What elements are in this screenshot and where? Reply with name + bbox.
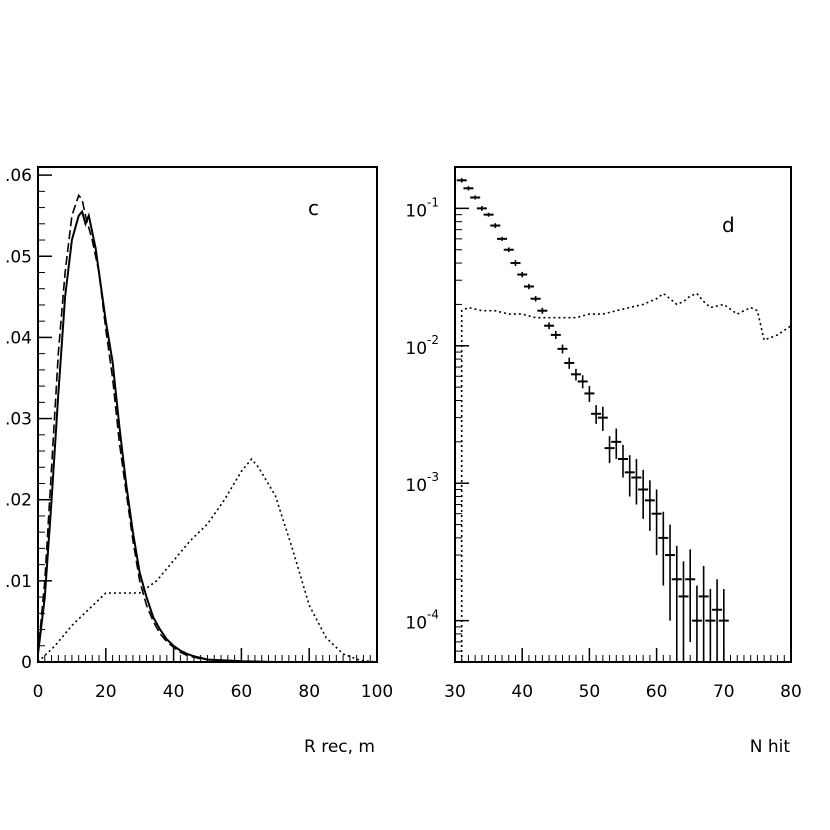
x-tick-label: 40 — [511, 682, 533, 702]
panel-c-letter: c — [308, 196, 319, 220]
x-tick-label: 60 — [646, 682, 668, 702]
y-tick-power: -4 — [427, 608, 439, 622]
panel-d-letter: d — [722, 213, 735, 237]
y-tick-base: 10 — [405, 476, 427, 496]
panel-d-x-axis-title: N hit — [750, 737, 791, 757]
panel-c-frame — [37, 166, 378, 663]
y-tick-label: 10-2 — [405, 333, 439, 359]
y-tick-label: 0 — [21, 653, 32, 673]
series-solid — [37, 209, 377, 663]
x-tick-label: 80 — [298, 682, 320, 702]
x-tick-label: 50 — [579, 682, 601, 702]
series-dotted-histogram — [460, 292, 792, 662]
x-tick-label: 60 — [231, 682, 253, 702]
y-tick-label: .01 — [5, 572, 32, 592]
panel-c-x-axis-title: R rec, m — [304, 737, 375, 757]
panel-c-ticks: 0 20 40 60 80 100 0 .01 .02 .03 .04 .05 .06 — [5, 166, 393, 702]
y-tick-base: 10 — [405, 614, 427, 634]
y-tick-label: .04 — [5, 328, 32, 348]
y-tick-label: .03 — [5, 410, 32, 430]
series-dotted — [37, 457, 378, 663]
x-tick-label: 40 — [163, 682, 185, 702]
series-dashed — [37, 193, 377, 663]
y-tick-power: -1 — [427, 195, 439, 209]
x-tick-label: 80 — [780, 682, 802, 702]
x-tick-label: 100 — [361, 682, 393, 702]
panel-c-series — [37, 193, 378, 663]
y-tick-base: 10 — [405, 201, 427, 221]
y-tick-power: -3 — [427, 470, 439, 484]
panel-d-frame — [454, 166, 792, 663]
y-tick-base: 10 — [405, 339, 427, 359]
panel-c: c R rec, m 0 20 40 60 80 100 0 .01 .02 .03 .04 .05.… — [5, 166, 393, 757]
y-tick-label: 10-3 — [405, 470, 439, 496]
y-tick-label: .05 — [5, 247, 32, 267]
y-tick-label: 10-4 — [405, 608, 439, 634]
y-tick-power: -2 — [427, 333, 439, 347]
y-tick-label: .06 — [5, 166, 32, 186]
x-tick-label: 0 — [33, 682, 44, 702]
x-tick-label: 70 — [713, 682, 735, 702]
x-tick-label: 30 — [444, 682, 466, 702]
panel-d-series — [456, 178, 792, 662]
y-tick-label: 10-1 — [405, 195, 439, 221]
x-tick-label: 20 — [95, 682, 117, 702]
y-tick-label: .02 — [5, 491, 32, 511]
